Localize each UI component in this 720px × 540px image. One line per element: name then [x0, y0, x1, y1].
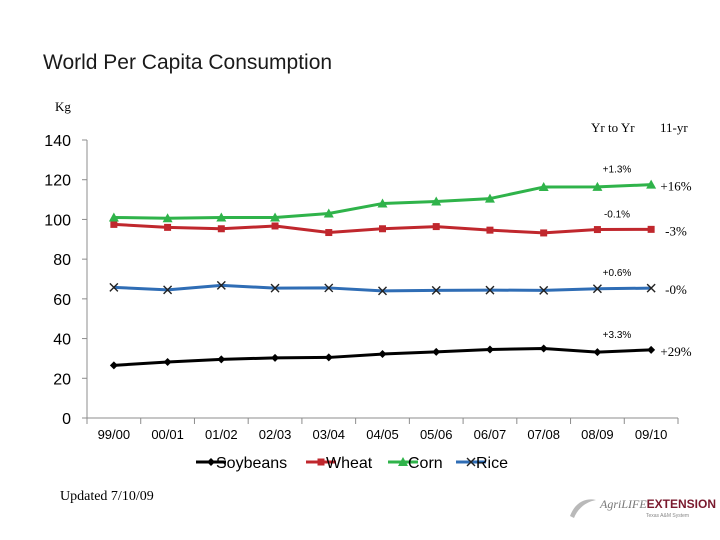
soybeans-data-point	[432, 347, 441, 356]
y-tick-label: 100	[44, 212, 71, 229]
wheat-data-point	[164, 223, 172, 231]
x-tick-label: 99/00	[98, 427, 131, 442]
x-tick-label: 00/01	[151, 427, 184, 442]
y-axis-unit-label: Kg	[55, 99, 71, 114]
corn-data-point	[538, 182, 549, 192]
wheat-data-point	[379, 225, 386, 233]
corn-data-point	[431, 196, 442, 206]
rice-eleven-yr-label: -0%	[665, 282, 687, 297]
soybeans-legend-marker	[207, 458, 215, 466]
soybeans-legend-label: Soybeans	[216, 455, 287, 472]
soybeans-data-point	[163, 358, 172, 367]
corn-data-point	[323, 208, 334, 218]
soybeans-eleven-yr-label: +29%	[660, 344, 691, 359]
corn-yr-to-yr-label: +1.3%	[603, 165, 632, 176]
rice-data-point	[592, 284, 602, 294]
rice-data-point	[646, 283, 656, 293]
wheat-legend-marker	[317, 458, 325, 466]
rice-data-point	[270, 283, 280, 293]
soybeans-data-point	[539, 344, 548, 353]
wheat-data-point	[325, 229, 333, 237]
rice-data-point	[109, 282, 119, 292]
y-tick-label: 20	[53, 371, 71, 388]
wheat-data-point	[432, 223, 440, 231]
y-tick-label: 0	[62, 411, 71, 428]
corn-data-point	[162, 213, 173, 223]
logo-tagline: Texas A&M System	[646, 513, 690, 519]
yr-to-yr-header: Yr to Yr	[591, 120, 635, 135]
wheat-data-point	[486, 226, 494, 234]
y-tick-label: 140	[44, 133, 71, 150]
x-tick-label: 09/10	[635, 427, 668, 442]
x-tick-label: 06/07	[474, 427, 507, 442]
soybeans-yr-to-yr-label: +3.3%	[603, 330, 632, 341]
corn-data-point	[216, 212, 227, 222]
rice-legend-marker	[466, 457, 476, 467]
logo-prefix: AgriLIFE	[600, 497, 647, 511]
agrilife-extension-logo: AgriLIFEEXTENSION Texas A&M System	[566, 494, 716, 524]
x-tick-label: 04/05	[366, 427, 399, 442]
soybeans-data-point	[378, 350, 387, 359]
rice-data-point	[485, 285, 495, 295]
eleven-yr-header: 11-yr	[660, 120, 688, 135]
y-tick-label: 120	[44, 173, 71, 190]
x-tick-label: 08/09	[581, 427, 614, 442]
rice-data-point	[324, 283, 334, 293]
corn-legend-marker	[398, 457, 408, 466]
wheat-data-point	[593, 226, 601, 234]
chart-title: World Per Capita Consumption	[43, 51, 333, 74]
updated-note: Updated 7/10/09	[60, 489, 154, 504]
wheat-eleven-yr-label: -3%	[665, 223, 687, 238]
corn-eleven-yr-label: +16%	[660, 179, 691, 194]
wheat-data-point	[110, 220, 118, 228]
y-tick-label: 80	[53, 252, 71, 269]
wheat-data-point	[647, 225, 655, 233]
logo-wordmark: AgriLIFEEXTENSION	[600, 497, 716, 512]
wheat-data-point	[271, 222, 279, 230]
wheat-legend-label: Wheat	[326, 455, 373, 472]
corn-data-point	[270, 212, 281, 222]
corn-legend-label: Corn	[408, 455, 443, 472]
rice-data-point	[163, 285, 173, 295]
x-tick-label: 03/04	[312, 427, 345, 442]
soybeans-data-point	[271, 353, 280, 362]
swoosh-icon	[570, 499, 596, 518]
y-tick-label: 40	[53, 332, 71, 349]
corn-data-point	[108, 212, 119, 222]
corn-data-point	[377, 198, 388, 208]
rice-data-point	[539, 285, 549, 295]
soybeans-data-point	[485, 345, 494, 354]
x-tick-label: 05/06	[420, 427, 453, 442]
rice-data-point	[431, 285, 441, 295]
soybeans-data-point	[217, 355, 226, 364]
x-tick-label: 01/02	[205, 427, 238, 442]
soybeans-data-point	[593, 348, 602, 357]
soybeans-data-point	[647, 345, 656, 354]
corn-data-point	[592, 181, 603, 191]
x-tick-label: 07/08	[527, 427, 560, 442]
wheat-data-point	[540, 229, 548, 237]
y-tick-label: 60	[53, 292, 71, 309]
rice-yr-to-yr-label: +0.6%	[603, 268, 632, 279]
corn-data-point	[646, 179, 657, 189]
rice-legend-label: Rice	[476, 455, 508, 472]
logo-name: EXTENSION	[646, 497, 717, 511]
wheat-data-point	[217, 225, 225, 233]
rice-data-point	[216, 280, 226, 290]
soybeans-data-point	[324, 353, 333, 362]
wheat-yr-to-yr-label: -0.1%	[604, 209, 630, 220]
corn-data-point	[484, 193, 495, 203]
soybeans-data-point	[109, 361, 118, 370]
rice-data-point	[378, 286, 387, 296]
x-tick-label: 02/03	[259, 427, 292, 442]
